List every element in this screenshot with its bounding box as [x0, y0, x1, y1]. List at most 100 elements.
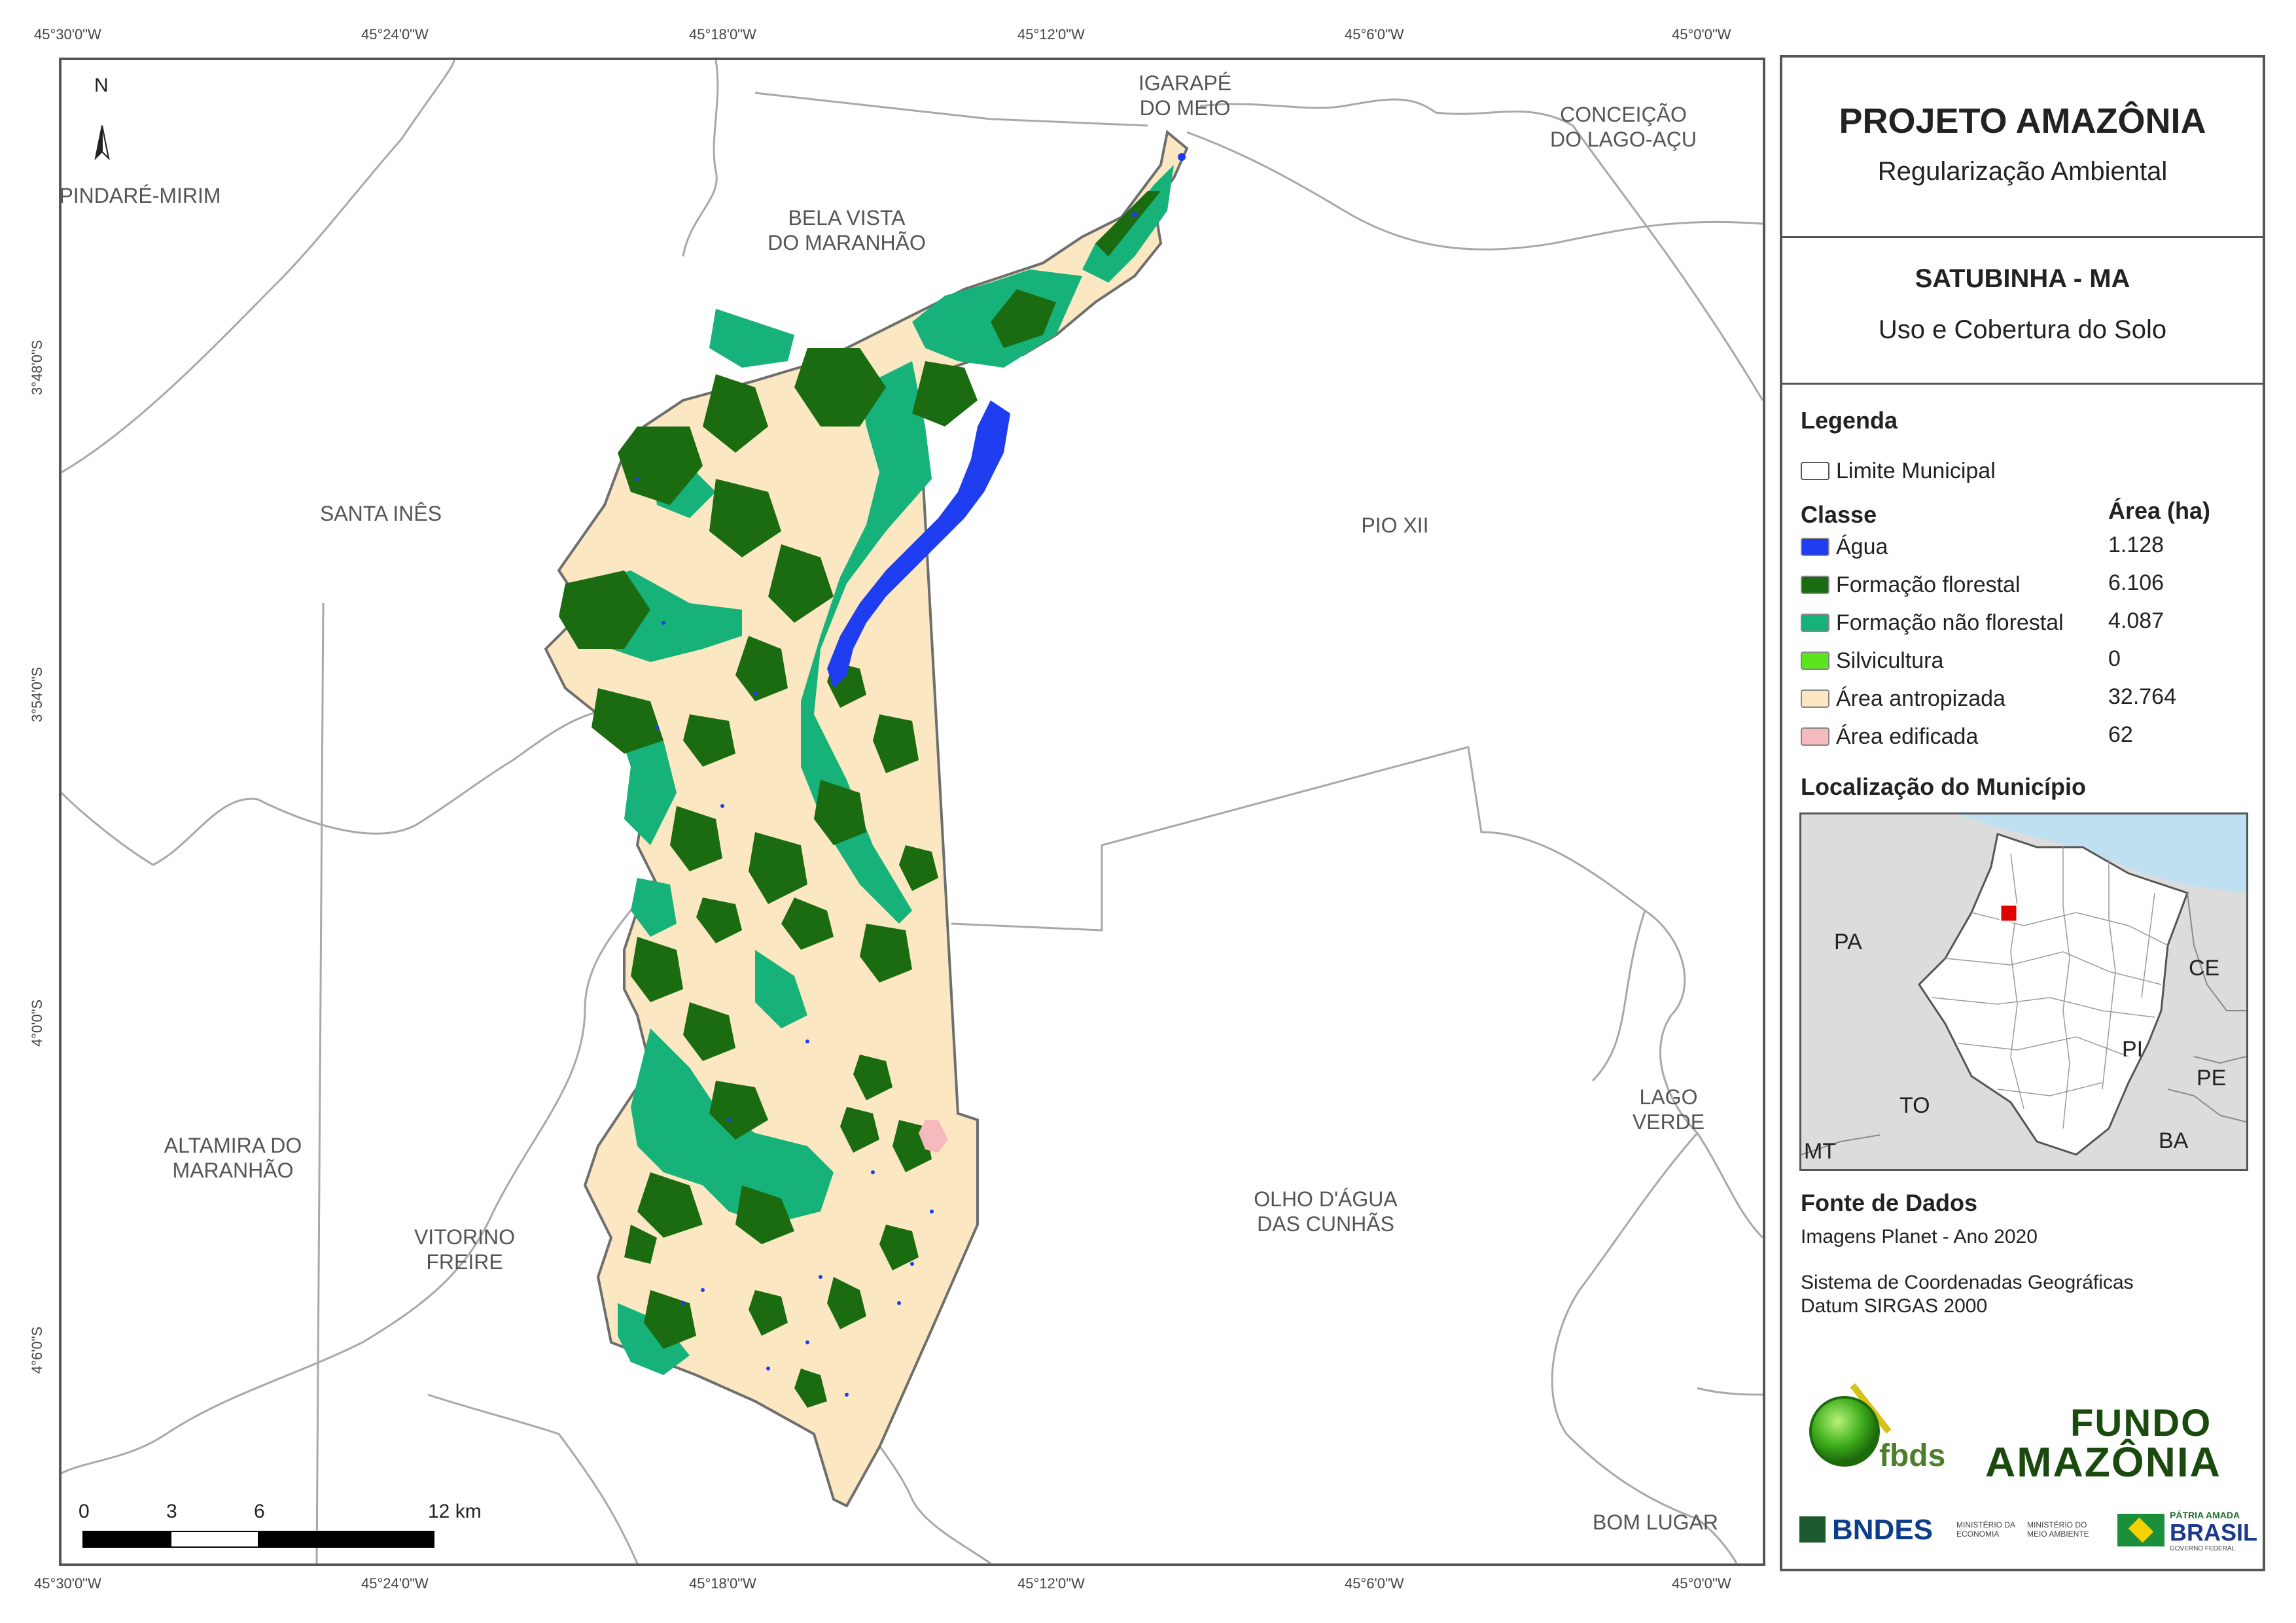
legend-area: 32.764 — [2108, 684, 2176, 709]
place-label-santa-ines: SANTA INÊS — [319, 502, 442, 525]
legend-label: Formação florestal — [1836, 572, 2021, 597]
maranhao-state — [1918, 833, 2189, 1156]
municipality-marker — [1999, 903, 2019, 923]
lon-label-top: 45°0'0"W — [1672, 26, 1731, 43]
antropized-swatch — [1801, 689, 1829, 708]
bndes-text: BNDES — [1832, 1514, 1934, 1546]
legend-item-formacao-florestal: Formação florestal — [1801, 570, 2021, 599]
place-label-olho-2: DAS CUNHÃS — [1257, 1212, 1394, 1236]
lon-label-bottom: 45°12'0"W — [1017, 1575, 1085, 1592]
map-canvas — [62, 60, 1763, 1563]
bndes-logo: BNDES — [1799, 1511, 1943, 1550]
fundo-amazonia-logo: FUNDO AMAZÔNIA — [1979, 1401, 2253, 1486]
north-label: N — [94, 75, 109, 96]
scale-tick-12: 12 km — [428, 1501, 482, 1522]
silviculture-swatch — [1801, 652, 1829, 670]
lon-label-bottom: 45°0'0"W — [1672, 1575, 1731, 1592]
limit-swatch — [1801, 462, 1829, 480]
ministerio-economia: MINISTÉRIO DA ECONOMIA — [1956, 1520, 2016, 1539]
project-subtitle: Regularização Ambiental — [1877, 157, 2168, 186]
inset-label-pe: PE — [2197, 1066, 2227, 1091]
water-areas — [635, 153, 1186, 1397]
lat-label: 4°6'0"S — [29, 1326, 45, 1374]
location-title: Localização do Município — [1801, 773, 2087, 800]
forest-swatch — [1801, 576, 1829, 594]
non-forest-swatch — [1801, 614, 1829, 632]
place-label-bela-vista-2: DO MARANHÃO — [768, 231, 926, 254]
fbds-logo: fbds — [1802, 1359, 1966, 1473]
amazonia-text: AMAZÔNIA — [1985, 1439, 2221, 1486]
municipal-boundaries — [62, 60, 1763, 1563]
legend-area: 1.128 — [2108, 532, 2164, 557]
location-inset-map[interactable]: PA CE PI TO PE BA MT — [1799, 812, 2248, 1171]
map-theme: Uso e Cobertura do Solo — [1878, 315, 2167, 344]
class-header: Classe — [1801, 501, 1877, 528]
crs-line-2: Datum SIRGAS 2000 — [1801, 1295, 1988, 1317]
scale-tick-6: 6 — [254, 1501, 265, 1522]
brasil-text: BRASIL — [2170, 1519, 2257, 1546]
inset-label-ba: BA — [2159, 1128, 2189, 1153]
legend-area: 62 — [2108, 722, 2133, 747]
place-label-lago-2: VERDE — [1632, 1110, 1705, 1134]
legend-area: 0 — [2108, 646, 2121, 671]
inset-municipalities — [1932, 847, 2168, 1129]
scale-tick-0: 0 — [79, 1501, 90, 1522]
legend-item-area-antropizada: Área antropizada — [1801, 684, 2005, 713]
limit-label: Limite Municipal — [1836, 458, 1996, 483]
gov-text: GOVERNO FEDERAL — [2170, 1545, 2236, 1552]
source-line: Imagens Planet - Ano 2020 — [1801, 1226, 2038, 1248]
built-area — [919, 1120, 948, 1153]
lon-label-bottom: 45°6'0"W — [1345, 1575, 1404, 1592]
lon-label-top: 45°30'0"W — [34, 26, 101, 43]
forest-formation-areas — [559, 191, 1161, 1408]
fbds-text: fbds — [1879, 1439, 1946, 1473]
inset-label-pa: PA — [1834, 930, 1862, 954]
legend-item-silvicultura: Silvicultura — [1801, 646, 1943, 675]
place-label-igarape-2: DO MEIO — [1139, 96, 1231, 120]
place-label-igarape-1: IGARAPÉ — [1138, 71, 1232, 95]
legend-area: 4.087 — [2108, 608, 2164, 633]
legend-item-formacao-nao-florestal: Formação não florestal — [1801, 608, 2064, 637]
inset-label-to: TO — [1899, 1093, 1930, 1118]
place-label-pio-xii: PIO XII — [1361, 514, 1429, 537]
inset-label-mt: MT — [1804, 1139, 1837, 1164]
lat-label: 3°54'0"S — [29, 667, 45, 722]
legend-label: Formação não florestal — [1836, 610, 2064, 635]
inset-canvas — [1801, 814, 2246, 1156]
patria-text: PÁTRIA AMADA — [2170, 1510, 2240, 1520]
map-frame[interactable]: N PINDARÉ-MIRIM BELA VISTA DO MARANHÃO I… — [59, 58, 1765, 1566]
place-label-bom-lugar: BOM LUGAR — [1592, 1510, 1719, 1534]
legend-label: Água — [1836, 534, 1888, 559]
fundo-text: FUNDO — [2070, 1402, 2212, 1444]
legend-limit: Limite Municipal — [1801, 457, 1996, 485]
side-panel: PROJETO AMAZÔNIA Regularização Ambiental… — [1780, 55, 2265, 1571]
municipality-name: SATUBINHA - MA — [1915, 264, 2130, 293]
project-title: PROJETO AMAZÔNIA — [1839, 101, 2206, 141]
place-label-conceicao-2: DO LAGO-AÇU — [1549, 128, 1697, 151]
place-label-lago-1: LAGO — [1639, 1085, 1698, 1109]
inset-label-pi: PI — [2122, 1037, 2144, 1062]
place-label-bela-vista-1: BELA VISTA — [788, 206, 906, 230]
municipality-section: SATUBINHA - MA Uso e Cobertura do Solo — [1782, 238, 2263, 385]
inset-state-borders — [1801, 892, 2246, 1155]
title-section: PROJETO AMAZÔNIA Regularização Ambiental — [1782, 58, 2263, 238]
place-label-olho-1: OLHO D'ÁGUA — [1254, 1187, 1398, 1211]
place-label-altamira-1: ALTAMIRA DO — [164, 1134, 302, 1157]
agua-swatch — [1801, 538, 1829, 556]
legend-label: Área edificada — [1836, 724, 1979, 749]
lat-label: 4°0'0"S — [29, 999, 45, 1047]
crs-line-1: Sistema de Coordenadas Geográficas — [1801, 1272, 2134, 1293]
ministerio-meio-ambiente: MINISTÉRIO DO MEIO AMBIENTE — [2027, 1520, 2089, 1539]
legend-title: Legenda — [1801, 407, 1898, 434]
source-title: Fonte de Dados — [1801, 1189, 1978, 1216]
place-label-altamira-2: MARANHÃO — [172, 1159, 294, 1182]
legend-item-area-edificada: Área edificada — [1801, 722, 1978, 751]
lon-label-bottom: 45°18'0"W — [689, 1575, 756, 1592]
legend-area: 6.106 — [2108, 570, 2164, 595]
built-swatch — [1801, 727, 1829, 746]
lon-label-top: 45°12'0"W — [1017, 26, 1085, 43]
lon-label-bottom: 45°30'0"W — [34, 1575, 101, 1592]
lat-label: 3°48'0"S — [29, 340, 45, 395]
scale-tick-3: 3 — [166, 1501, 177, 1522]
inset-label-ce: CE — [2189, 956, 2220, 981]
